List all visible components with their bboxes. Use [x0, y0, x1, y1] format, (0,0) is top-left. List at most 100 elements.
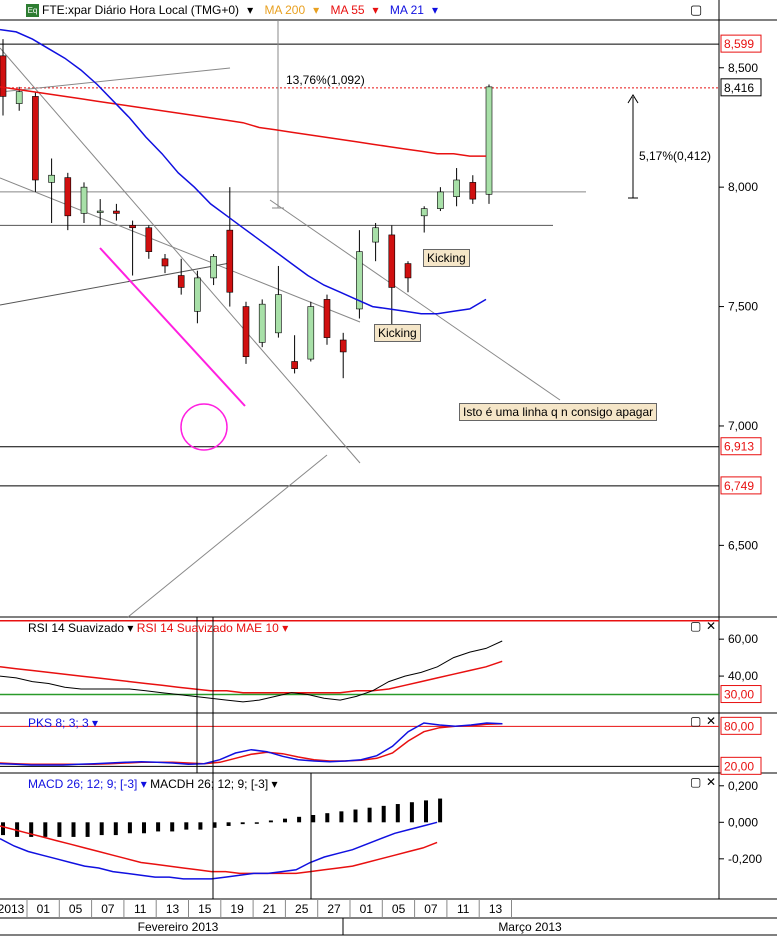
measure-arrow-head: [627, 94, 639, 104]
rsi-ma-dropdown-icon[interactable]: ▾: [282, 621, 289, 635]
price-tick-label: 8,500: [728, 61, 758, 75]
pks-lo-label-box: [720, 756, 762, 775]
time-tick-label: 15: [198, 902, 212, 916]
macd-dropdown-icon[interactable]: ▾: [140, 777, 147, 791]
rsi-ma-title[interactable]: RSI 14 Suavizado MAE 10: [136, 621, 279, 635]
instrument-icon[interactable]: Eq: [26, 4, 39, 17]
macd-close-icon[interactable]: ✕: [706, 775, 717, 789]
time-tick-label: 2013: [0, 902, 25, 916]
macd-signal-line: [0, 825, 438, 875]
candle-body: [15, 91, 23, 104]
rsi-marker-label-box: [720, 685, 762, 704]
macdh-title[interactable]: MACDH 26; 12; 9; [-3]: [150, 777, 269, 791]
price-marker-label: 6,749: [724, 479, 754, 493]
ma21-legend[interactable]: MA 21: [389, 3, 424, 17]
dropdown-icon[interactable]: ▾: [247, 3, 254, 17]
trend-line: [0, 67, 231, 93]
price-tick-label: 7,500: [728, 300, 758, 314]
candles: [0, 39, 493, 379]
macdh-bar: [325, 813, 330, 823]
macdh-bar: [29, 822, 34, 837]
time-tick-label: 27: [327, 902, 341, 916]
pks-dropdown-icon[interactable]: ▾: [92, 716, 99, 730]
macdh-bar: [395, 804, 400, 823]
candle-body: [0, 55, 7, 97]
month-label: Fevereiro 2013: [138, 920, 219, 934]
ma21-dropdown-icon[interactable]: ▾: [431, 3, 438, 17]
price-marker-label: 8,599: [724, 37, 754, 51]
time-tick-label: 05: [69, 902, 83, 916]
rsi-tick-label: 40,00: [728, 669, 758, 683]
candle-body: [242, 306, 250, 358]
kicking-label-2[interactable]: Kicking: [374, 324, 421, 342]
candle-body: [210, 256, 217, 279]
time-tick-label: 05: [392, 902, 406, 916]
macdh-bar: [254, 822, 259, 824]
candle-body: [96, 210, 104, 213]
price-marker-label: 6,913: [724, 440, 754, 454]
macdh-bar: [184, 822, 189, 830]
pks-close-icon[interactable]: ✕: [706, 714, 717, 728]
macdh-bar: [424, 800, 428, 823]
macd-title[interactable]: MACD 26; 12; 9; [-3]: [28, 777, 138, 791]
rsi-marker-label: 30,00: [724, 688, 754, 702]
macd-panel: 0,200 0,000 -0,200: [0, 779, 762, 880]
kicking-label-1[interactable]: Kicking: [423, 249, 470, 267]
rsi-title[interactable]: RSI 14 Suavizado: [28, 621, 125, 635]
time-tick-label: 01: [37, 902, 51, 916]
macdh-bar: [353, 809, 358, 823]
macdh-bar: [268, 820, 273, 823]
pks-title[interactable]: PKS 8; 3; 3: [28, 716, 89, 730]
macdh-bar: [71, 822, 76, 837]
rsi-dropdown-icon[interactable]: ▾: [127, 621, 134, 635]
candle-body: [32, 96, 39, 181]
trend-line: [0, 47, 361, 464]
macdh-dropdown-icon[interactable]: ▾: [271, 777, 278, 791]
trend-line: [0, 262, 231, 306]
macdh-bar: [113, 822, 118, 836]
time-tick-label: 07: [424, 902, 438, 916]
time-tick-label: 13: [166, 902, 180, 916]
pks-k-line: [0, 722, 503, 766]
time-tick-label: 21: [263, 902, 277, 916]
candle-body: [291, 361, 298, 369]
price-marker-label: 8,416: [724, 81, 754, 95]
rsi-maximize-icon[interactable]: ▢: [690, 619, 702, 633]
candle-body: [404, 263, 412, 279]
macdh-bar: [99, 822, 104, 836]
macd-maximize-icon[interactable]: ▢: [690, 775, 702, 789]
macd-tick-label: -0,200: [728, 852, 762, 866]
rsi-header: RSI 14 Suavizado ▾ RSI 14 Suavizado MAE …: [28, 621, 288, 635]
macd-tick-label: 0,000: [728, 815, 758, 829]
macd-header: MACD 26; 12; 9; [-3] ▾ MACDH 26; 12; 9; …: [28, 777, 278, 791]
pks-maximize-icon[interactable]: ▢: [690, 714, 702, 728]
macdh-bar: [198, 822, 203, 830]
note-label[interactable]: Isto é uma linha q n consigo apagar: [459, 403, 658, 421]
rsi-close-icon[interactable]: ✕: [706, 619, 717, 633]
time-tick-label: 07: [101, 902, 115, 916]
candle-body: [307, 306, 315, 360]
macd-tick-label: 0,200: [728, 779, 758, 793]
macdh-bar: [43, 822, 48, 837]
moving-averages: [0, 28, 487, 315]
time-tick-label: 01: [360, 902, 374, 916]
maximize-icon[interactable]: ▢: [690, 2, 703, 17]
macdh-bar: [1, 822, 5, 836]
candle-body: [453, 179, 460, 198]
macdh-bar: [57, 822, 62, 837]
macdh-bar: [15, 822, 20, 837]
ma55-dropdown-icon[interactable]: ▾: [372, 3, 379, 17]
ma200-dropdown-icon[interactable]: ▾: [313, 3, 320, 17]
measure-label-2: 5,17%(0,412): [639, 149, 711, 163]
candle-body: [469, 182, 477, 200]
pks-hi-label: 80,00: [724, 719, 754, 733]
instrument-title[interactable]: FTE:xpar Diário Hora Local (TMG+0): [42, 3, 240, 17]
price-tick-label: 8,000: [728, 180, 758, 194]
ma200-legend[interactable]: MA 200: [264, 3, 306, 17]
magenta-line: [99, 247, 246, 407]
time-tick-label: 11: [457, 902, 470, 916]
macdh-bar: [156, 822, 161, 832]
ma55-legend[interactable]: MA 55: [330, 3, 365, 17]
candle-body: [388, 234, 396, 288]
